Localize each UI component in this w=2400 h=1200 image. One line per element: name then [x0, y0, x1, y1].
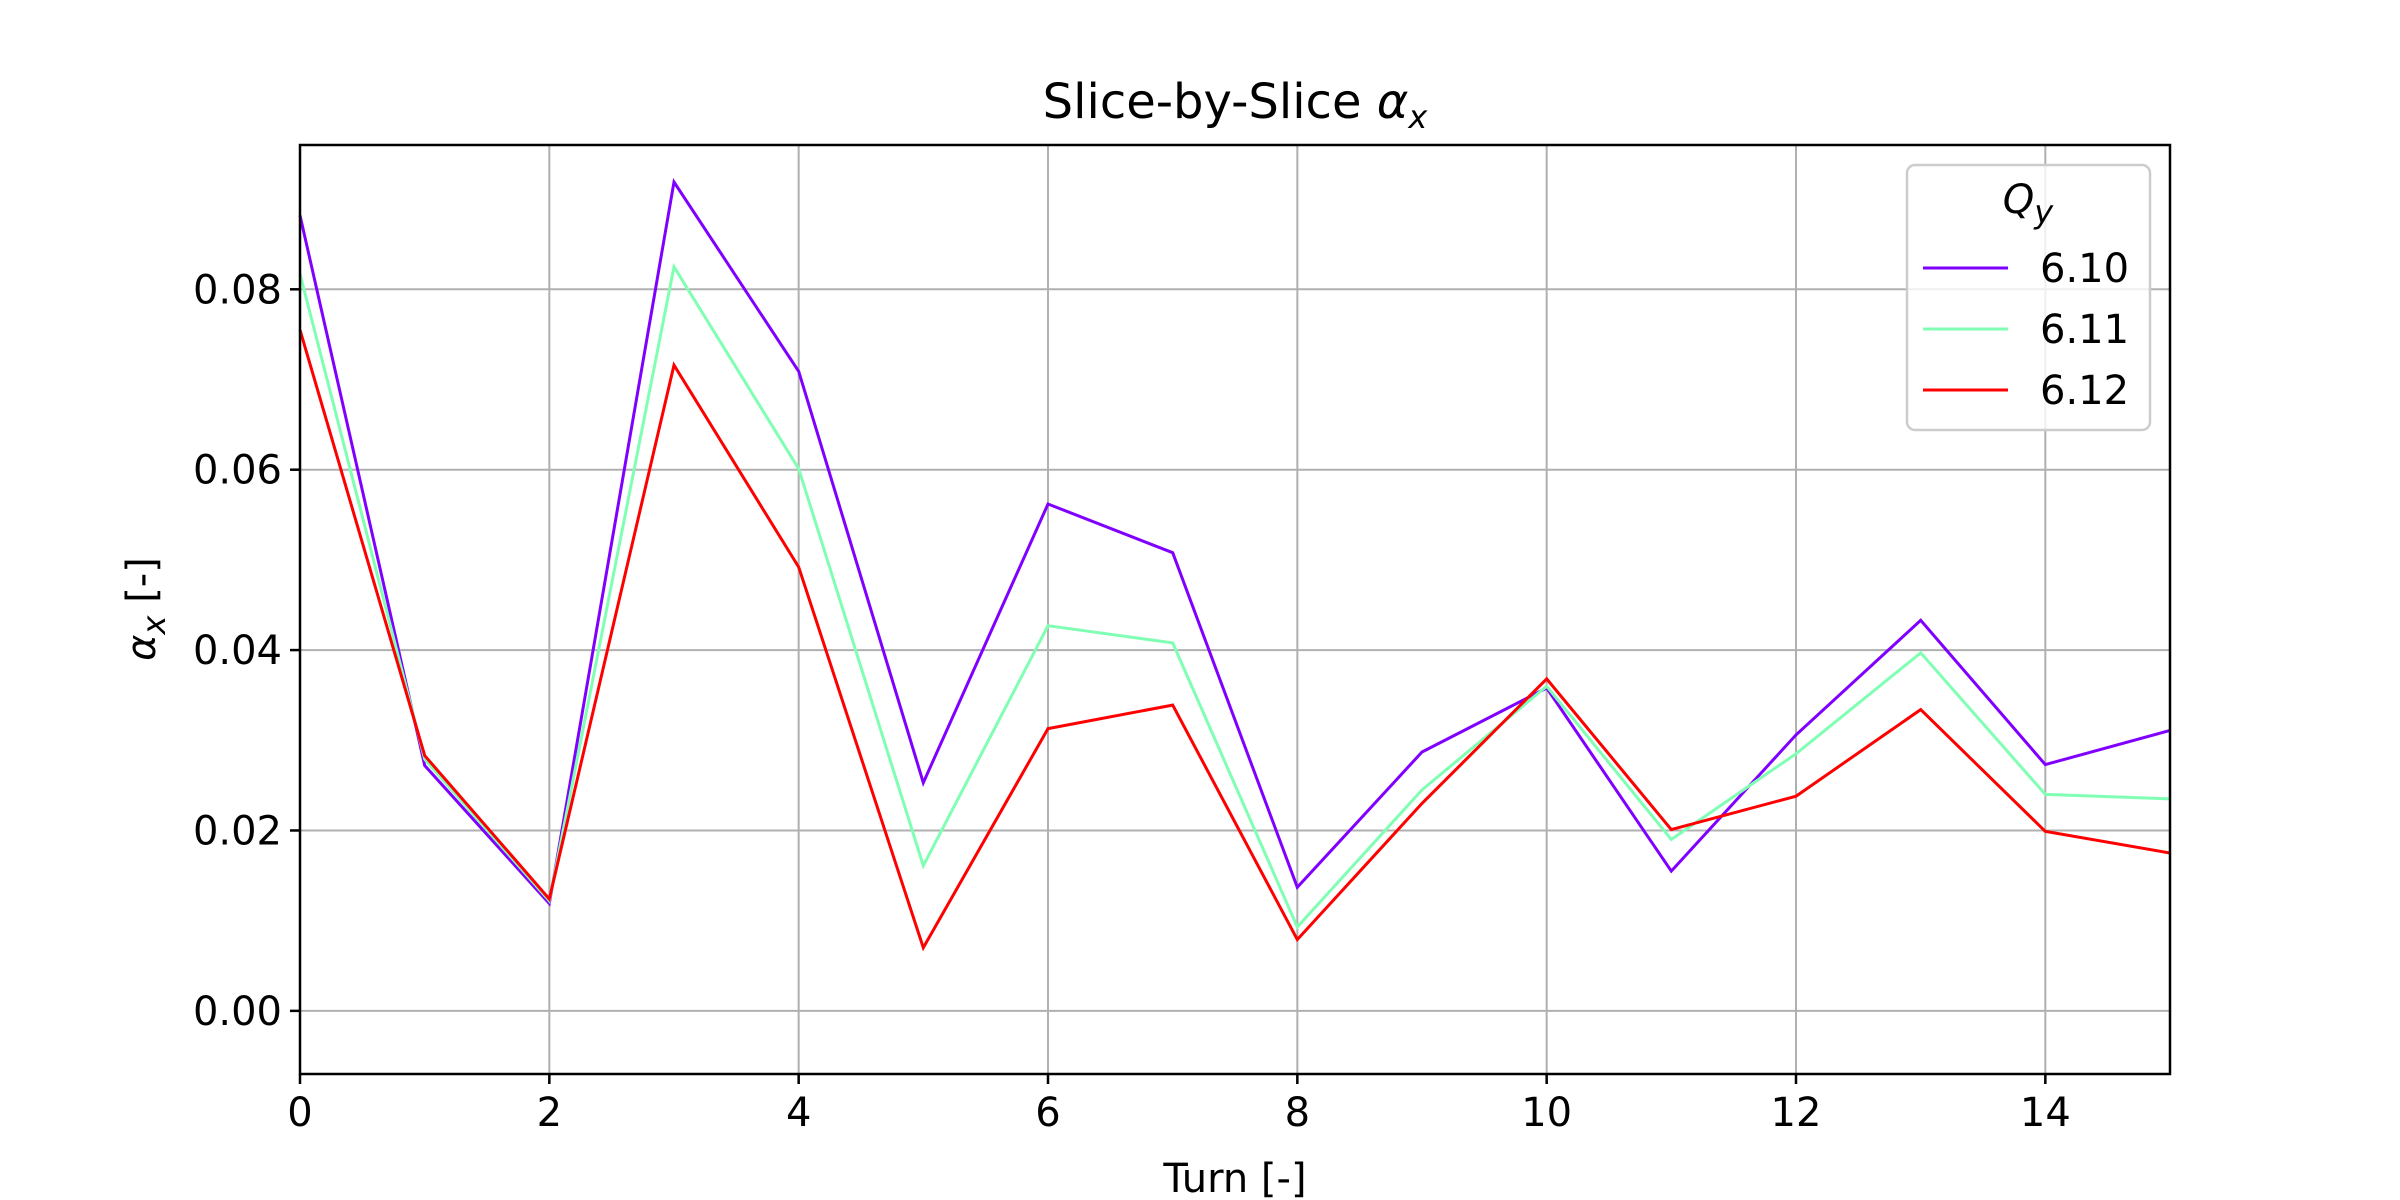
- legend-label: 6.12: [2040, 368, 2129, 414]
- y-label-suffix: [-]: [119, 557, 165, 615]
- legend-entry: 6.10: [1923, 246, 2129, 292]
- x-tick-label: 6: [1035, 1090, 1060, 1136]
- legend-entries: 6.10 6.11 6.12: [1923, 246, 2129, 414]
- series-lines: [298, 178, 2171, 952]
- legend-entry: 6.12: [1923, 368, 2129, 414]
- x-tick-label: 0: [287, 1090, 312, 1136]
- plot-area-frame: [298, 143, 2172, 1076]
- y-tick-label: 0.02: [193, 808, 282, 854]
- y-axis-label: αx [-]: [119, 557, 173, 661]
- x-tick-label: 2: [537, 1090, 562, 1136]
- x-tick-label: 12: [1771, 1090, 1822, 1136]
- y-tick-label: 0.08: [193, 267, 282, 313]
- x-tick-label: 10: [1521, 1090, 1572, 1136]
- series-line-6.10: [298, 178, 2171, 907]
- x-tick-label: 8: [1285, 1090, 1310, 1136]
- x-axis-label: Turn [-]: [1162, 1156, 1306, 1200]
- title-symbol: α: [1377, 74, 1409, 130]
- series-line-6.12: [298, 329, 2171, 952]
- series-line-6.11: [298, 262, 2171, 930]
- axis-ticks: 0 2 4 6 8 10 12 14 0.00 0.02 0.04 0.06 0.08: [193, 267, 2071, 1136]
- legend: Qy 6.10 6.11 6.12: [1905, 163, 2152, 432]
- x-tick-label: 4: [786, 1090, 811, 1136]
- y-tick-label: 0.04: [193, 628, 282, 674]
- legend-label: 6.11: [2040, 307, 2129, 353]
- x-tick-label: 14: [2020, 1090, 2071, 1136]
- title-symbol-subscript: x: [1407, 98, 1428, 136]
- chart-title: Slice-by-Slice αx: [1043, 74, 1429, 136]
- legend-box: [1905, 163, 2152, 432]
- y-tick-label: 0.06: [193, 448, 282, 494]
- legend-label: 6.10: [2040, 246, 2129, 292]
- legend-title: Qy: [2003, 177, 2054, 231]
- y-label-symbol: α: [119, 634, 165, 660]
- y-tick-label: 0.00: [193, 989, 282, 1035]
- legend-entry: 6.11: [1923, 307, 2129, 353]
- grid: [299, 145, 2170, 1074]
- y-label-symbol-subscript: x: [135, 614, 173, 635]
